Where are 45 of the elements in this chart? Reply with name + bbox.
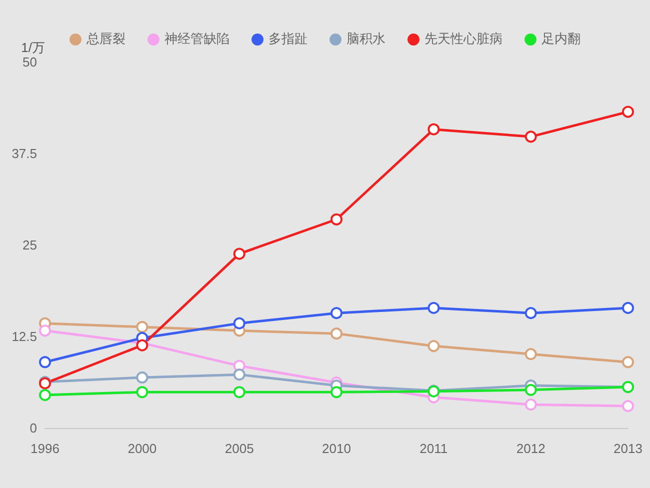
legend-label: 多指趾 (268, 32, 308, 47)
legend-label: 先天性心脏病 (424, 31, 502, 47)
point (622, 106, 634, 118)
point (524, 348, 537, 360)
legend-label: 脑积水 (346, 32, 386, 47)
point (622, 302, 634, 314)
point (233, 317, 246, 330)
point (428, 123, 440, 136)
x-tick-label: 1996 (30, 441, 60, 456)
point (39, 389, 51, 402)
point (136, 371, 148, 384)
legend-label: 神经管缺陷 (164, 32, 230, 47)
point (428, 340, 440, 352)
x-tick-label: 2005 (224, 441, 254, 456)
point (524, 307, 537, 320)
x-tick-label: 2000 (128, 441, 157, 456)
point (330, 386, 342, 398)
point (233, 386, 246, 398)
y-tick-label: 12.5 (12, 329, 37, 344)
point (622, 400, 634, 412)
point (136, 320, 148, 333)
point (330, 213, 342, 226)
point (622, 356, 634, 368)
point (233, 248, 246, 260)
point (39, 356, 51, 368)
point (524, 130, 537, 143)
x-tick-label: 2013 (614, 441, 642, 456)
point (330, 307, 342, 320)
point (233, 368, 246, 381)
y-tick-label: 50 (22, 54, 37, 70)
legend-label: 总唇裂 (86, 32, 126, 47)
x-tick-label: 2011 (420, 441, 448, 456)
y-tick-label: 25 (22, 238, 37, 252)
legend-label: 足内翻 (542, 32, 580, 47)
point (330, 328, 342, 340)
x-tick-label: 2010 (322, 441, 351, 456)
point (39, 324, 51, 337)
y-tick-label: 0 (30, 420, 37, 436)
point (524, 384, 537, 396)
x-tick-label: 2012 (516, 441, 546, 456)
point (524, 398, 537, 411)
point (428, 302, 440, 314)
y-axis-title: 1/万 (21, 40, 45, 55)
y-tick-label: 37.5 (12, 146, 37, 161)
point (136, 386, 148, 398)
